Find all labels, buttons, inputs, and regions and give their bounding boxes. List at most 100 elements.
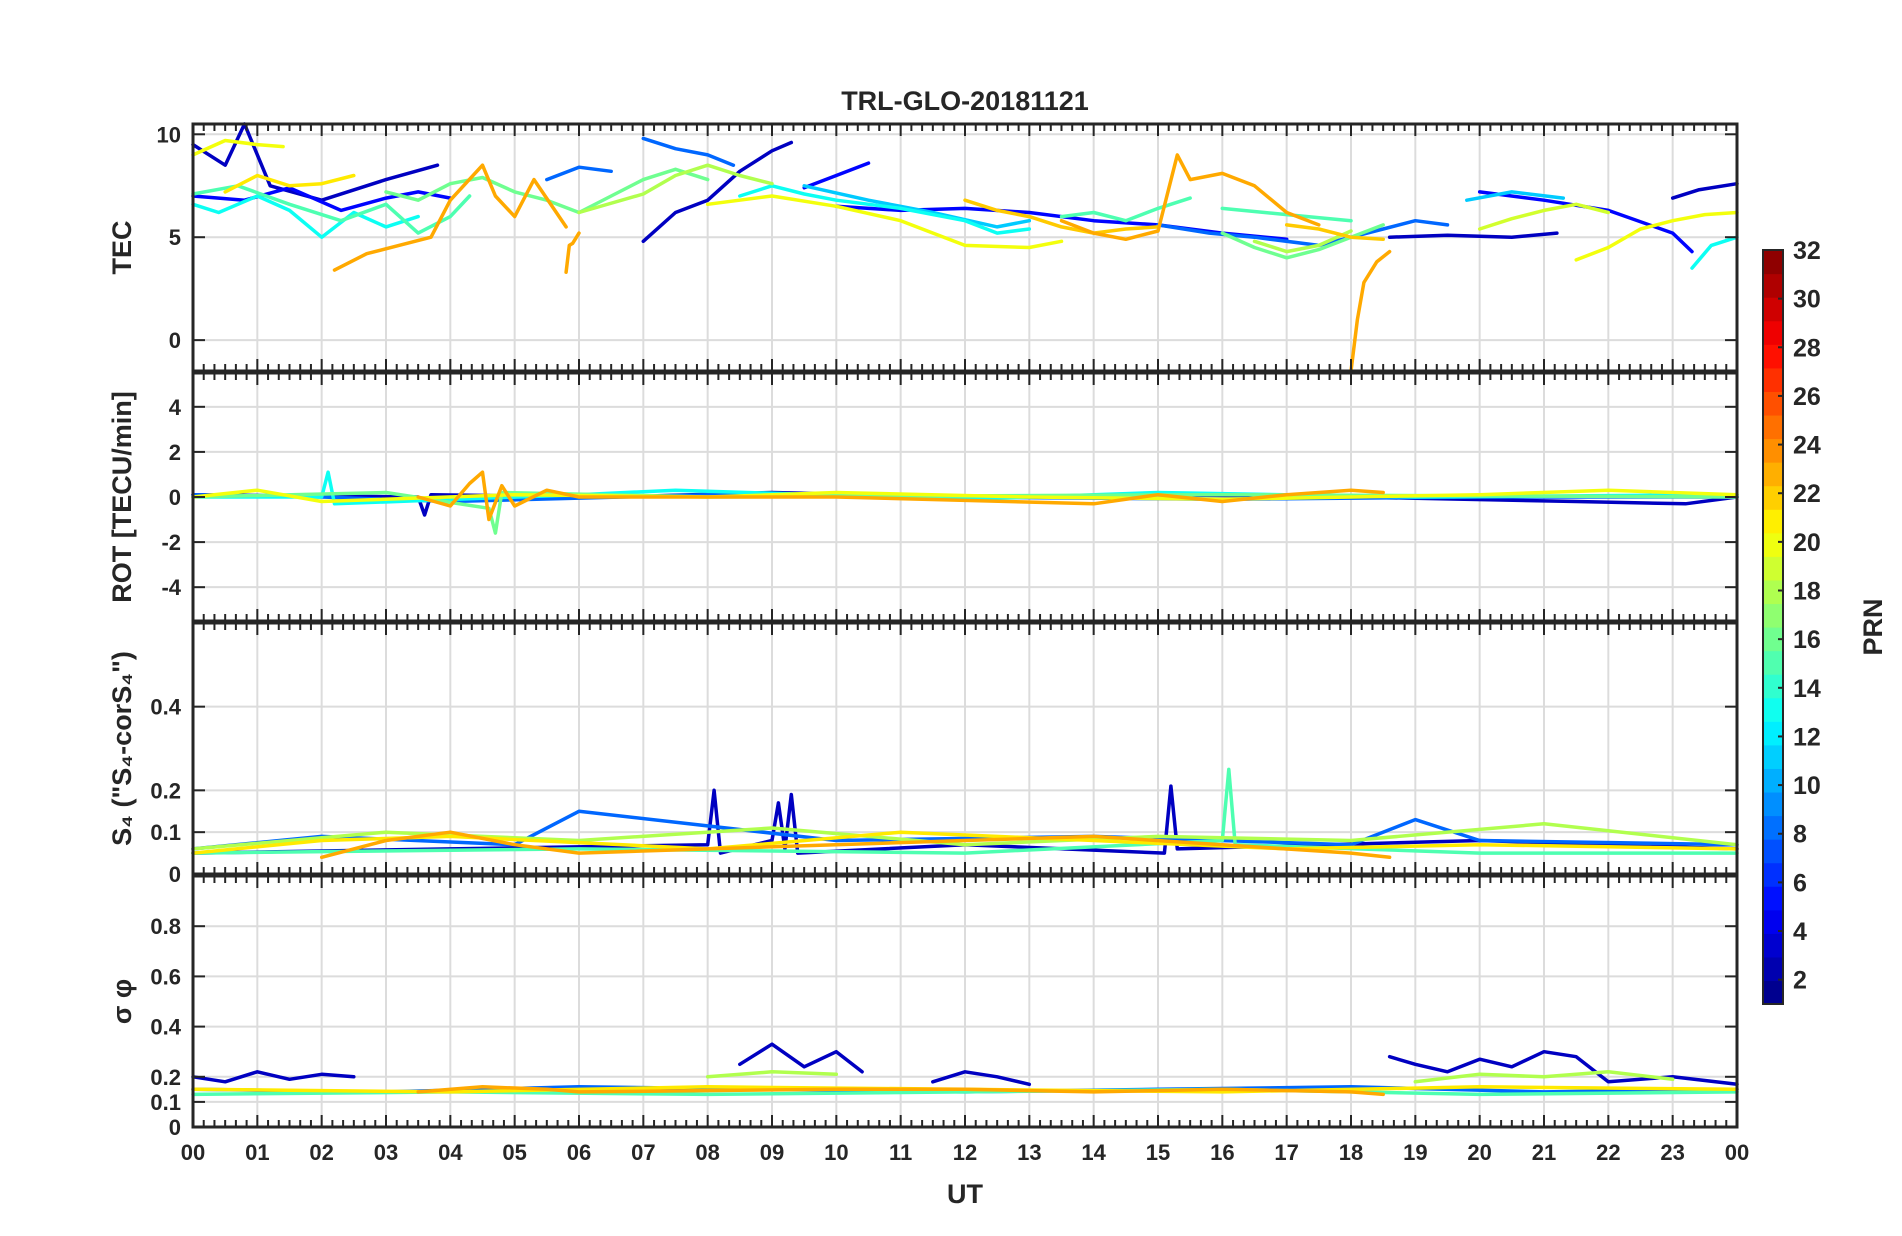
chart-title: TRL-GLO-20181121	[841, 86, 1089, 116]
colorbar-tick-label: 22	[1793, 480, 1821, 508]
series-line-prn-3	[1670, 181, 1739, 200]
series-line-prn-23	[1059, 153, 1321, 242]
series-line-prn-3	[738, 1042, 864, 1074]
y-tick-label: 0	[169, 485, 181, 510]
colorbar-segment	[1763, 532, 1783, 557]
colorbar-segment	[1763, 273, 1783, 298]
panel-s4-ticks: 0 0.1 0.2 0.4	[150, 623, 1738, 887]
y-tick-label: 0.2	[150, 1065, 181, 1090]
panel-rot-frame	[191, 371, 1739, 623]
y-tick-label: 0.4	[150, 1015, 181, 1040]
panel-rot-y-axis-label: ROT [TECU/min]	[107, 391, 137, 602]
colorbar-tick-label: 2	[1793, 967, 1807, 995]
panel-tec-series	[191, 122, 1739, 373]
y-tick-label: 0	[169, 1115, 181, 1140]
colorbar-segment	[1763, 556, 1783, 581]
panel-sigma: 00.10.2 0.4 0.6 0.8 σ φ	[107, 874, 1739, 1140]
colorbar-tick-label: 32	[1793, 237, 1821, 265]
series-line-prn-23	[416, 470, 1385, 522]
colorbar-segment	[1763, 886, 1783, 911]
series-line-prn-18	[1413, 1070, 1675, 1084]
series-line-prn-3	[1387, 1049, 1739, 1087]
x-axis-label: UT	[947, 1179, 983, 1209]
series-line-prn-23	[332, 163, 568, 272]
colorbar-segment	[1763, 603, 1783, 628]
series-line-prn-20	[1574, 210, 1739, 262]
colorbar-tick-label: 26	[1793, 383, 1821, 411]
x-tick-label: 05	[502, 1140, 526, 1165]
colorbar-segment	[1763, 744, 1783, 769]
y-tick-label: 2	[169, 440, 181, 465]
colorbar-segment	[1763, 462, 1783, 487]
x-tick-label: 08	[695, 1140, 719, 1165]
series-line-prn-16	[1220, 223, 1385, 260]
x-tick-label: 17	[1274, 1140, 1298, 1165]
x-tick-label: 14	[1081, 1140, 1106, 1165]
x-tick-label: 23	[1660, 1140, 1684, 1165]
colorbar-tick-label: 20	[1793, 529, 1821, 557]
panel-sigma-series	[191, 1042, 1739, 1097]
series-line-prn-20	[705, 194, 1064, 250]
y-tick-label: 0.6	[150, 964, 181, 989]
series-line-prn-11	[802, 184, 1032, 229]
panel-tec-y-axis-label: TEC	[107, 221, 137, 275]
panel-rot-series	[191, 470, 1739, 535]
colorbar-label: PRN	[1858, 598, 1888, 655]
x-tick-label: 09	[760, 1140, 784, 1165]
colorbar-segment	[1763, 933, 1783, 958]
x-tick-label: 00	[181, 1140, 205, 1165]
panel-sigma-frame	[191, 874, 1739, 1129]
series-line-prn-3	[191, 1070, 356, 1084]
x-tick-label: 11	[889, 1140, 912, 1165]
colorbar-tick-label: 6	[1793, 869, 1807, 897]
y-tick-label: -2	[161, 530, 181, 555]
colorbar-tick-label: 10	[1793, 772, 1821, 800]
colorbar-segment	[1763, 839, 1783, 864]
series-line-prn-3	[1387, 231, 1559, 239]
x-tick-label: 18	[1339, 1140, 1363, 1165]
colorbar-segment	[1763, 815, 1783, 840]
series-line-prn-20	[191, 138, 285, 157]
series-line-prn-13	[191, 194, 420, 239]
x-tick-label: 01	[245, 1140, 269, 1165]
colorbar-segment	[1763, 697, 1783, 722]
series-line-prn-18	[1252, 229, 1353, 254]
series-line-prn-13	[738, 184, 1032, 235]
colorbar-segment	[1763, 414, 1783, 440]
x-tick-label: 21	[1532, 1140, 1556, 1165]
x-tick-label: 07	[631, 1140, 655, 1165]
series-line-prn-5	[802, 161, 871, 190]
panel-rot: -4 -2 0 2 4 ROT [TECU/min]	[107, 371, 1739, 623]
colorbar-tick-label: 30	[1793, 286, 1821, 314]
y-tick-label: 0.1	[150, 1090, 181, 1115]
x-tick-label: 13	[1017, 1140, 1041, 1165]
series-line-prn-15	[1059, 196, 1192, 223]
colorbar-segment	[1763, 391, 1783, 416]
x-tick-label: 12	[953, 1140, 977, 1165]
x-tick-label: 03	[374, 1140, 398, 1165]
series-line-prn-23	[564, 231, 581, 274]
series-line-prn-18	[705, 1070, 839, 1079]
colorbar-segment	[1763, 674, 1783, 699]
colorbar-frame	[1762, 249, 1784, 1005]
colorbar-tick-label: 14	[1793, 675, 1821, 703]
x-tick-label: 06	[567, 1140, 591, 1165]
series-line-prn-5	[1477, 190, 1694, 254]
colorbar-segment	[1763, 367, 1783, 392]
panel-s4-y-axis-label: S₄ ("S₄-corS₄")	[107, 651, 137, 846]
x-tick-label: 15	[1146, 1140, 1170, 1165]
colorbar-tick-label: 8	[1793, 821, 1807, 849]
colorbar-segment	[1763, 509, 1783, 534]
x-tick-label: 00	[1725, 1140, 1749, 1165]
series-line-prn-13	[1690, 235, 1739, 270]
colorbar-segment	[1763, 909, 1783, 934]
colorbar-segment	[1763, 980, 1783, 1005]
series-line-prn-3	[191, 784, 1739, 855]
series-line-prn-23	[319, 830, 1392, 860]
y-tick-label: 0.4	[150, 695, 181, 720]
colorbar-segment	[1763, 297, 1783, 322]
panel-sigma-y-axis-label: σ φ	[107, 979, 137, 1024]
x-tick-label: 10	[824, 1140, 848, 1165]
